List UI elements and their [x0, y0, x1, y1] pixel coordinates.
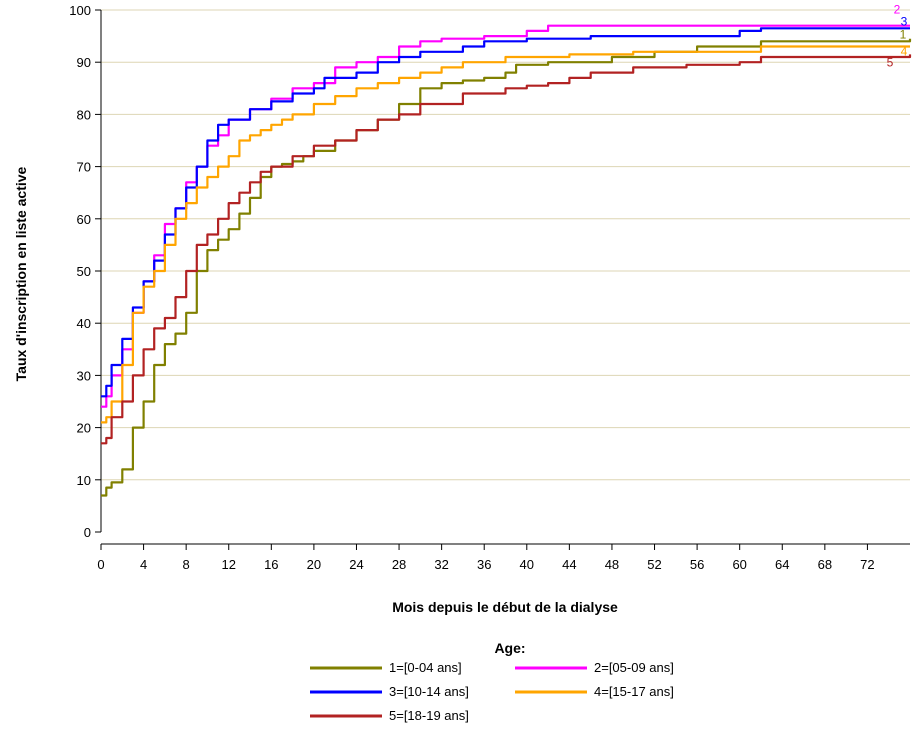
y-tick-label-20: 20 [77, 421, 91, 436]
y-axis-title: Taux d'inscription en liste active [13, 166, 29, 381]
series-end-label-2: 2 [894, 3, 901, 17]
y-tick-label-10: 10 [77, 473, 91, 488]
series-line-2 [101, 24, 910, 408]
x-tick-label-12: 12 [222, 557, 236, 572]
legend-title: Age: [494, 640, 525, 656]
x-tick-label-20: 20 [307, 557, 321, 572]
x-tick-label-36: 36 [477, 557, 491, 572]
x-tick-label-16: 16 [264, 557, 278, 572]
series-end-label-4: 4 [901, 45, 908, 59]
y-tick-label-40: 40 [77, 316, 91, 331]
series-end-labels: 1 23 45 [887, 3, 908, 70]
y-tick-label-70: 70 [77, 160, 91, 175]
legend-label-3: 3=[10-14 ans] [389, 684, 469, 699]
legend-label-1: 1=[0-04 ans] [389, 660, 462, 675]
x-tick-label-40: 40 [520, 557, 534, 572]
y-tick-label-80: 80 [77, 107, 91, 122]
y-tick-label-100: 100 [69, 3, 91, 18]
x-tick-label-48: 48 [605, 557, 619, 572]
x-tick-label-52: 52 [647, 557, 661, 572]
x-tick-label-4: 4 [140, 557, 147, 572]
legend-label-4: 4=[15-17 ans] [594, 684, 674, 699]
x-tick-label-8: 8 [183, 557, 190, 572]
y-tick-label-50: 50 [77, 264, 91, 279]
x-tick-label-28: 28 [392, 557, 406, 572]
series-end-label-3: 3 [901, 14, 908, 28]
series-end-label-1: 1 [900, 28, 907, 42]
y-tick-label-60: 60 [77, 212, 91, 227]
series-lines [101, 24, 912, 497]
series-end-label-5: 5 [887, 55, 894, 69]
y-tick-label-30: 30 [77, 368, 91, 383]
x-tick-label-72: 72 [860, 557, 874, 572]
series-line-4 [101, 45, 910, 424]
y-tick-label-0: 0 [84, 525, 91, 540]
legend-label-2: 2=[05-09 ans] [594, 660, 674, 675]
legend-items: 1=[0-04 ans] 2=[05-09 ans] 3=[10-14 ans] 4=… [310, 660, 674, 723]
x-tick-label-56: 56 [690, 557, 704, 572]
gridlines [101, 9, 910, 481]
x-axis-ticks: 0 4 8 12 16 20 24 28 32 36 40 44 48 52 56 60 64 68 72 [97, 544, 875, 572]
legend: Age: 1=[0-04 ans] 2=[05-09 ans] 3=[10-14 a… [310, 640, 674, 723]
x-tick-label-44: 44 [562, 557, 576, 572]
x-tick-label-68: 68 [818, 557, 832, 572]
x-tick-label-64: 64 [775, 557, 789, 572]
x-tick-label-60: 60 [732, 557, 746, 572]
y-tick-label-90: 90 [77, 55, 91, 70]
x-tick-label-32: 32 [434, 557, 448, 572]
y-axis-ticks: 0 10 20 30 40 50 60 70 80 90 100 [69, 3, 101, 540]
x-tick-label-0: 0 [97, 557, 104, 572]
legend-label-5: 5=[18-19 ans] [389, 708, 469, 723]
series-line-5 [101, 54, 912, 445]
x-tick-label-24: 24 [349, 557, 363, 572]
series-line-3 [101, 27, 910, 398]
x-axis-title: Mois depuis le début de la dialyse [392, 599, 618, 615]
series-line-1 [101, 38, 912, 497]
